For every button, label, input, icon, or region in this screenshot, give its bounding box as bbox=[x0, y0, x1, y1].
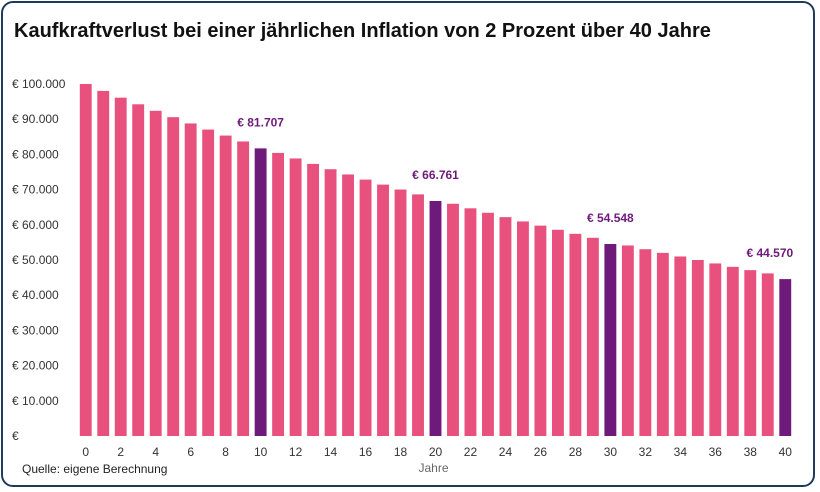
x-tick-label: 18 bbox=[394, 445, 408, 459]
bar bbox=[709, 263, 722, 436]
x-tick-label: 40 bbox=[779, 445, 793, 459]
x-axis-label: Jahre bbox=[418, 461, 448, 475]
x-tick-label: 16 bbox=[359, 445, 373, 459]
bar bbox=[482, 212, 494, 436]
bars bbox=[79, 84, 792, 437]
x-tick-label: 0 bbox=[82, 445, 89, 459]
bar bbox=[377, 184, 389, 436]
y-tick-label: € 60.000 bbox=[12, 218, 59, 232]
x-tick-label: 6 bbox=[187, 445, 194, 459]
bar bbox=[412, 194, 424, 436]
bar bbox=[114, 97, 127, 437]
y-tick-label: € 100.000 bbox=[12, 77, 66, 91]
x-tick-label: 10 bbox=[254, 445, 268, 459]
x-tick-label: 38 bbox=[744, 445, 758, 459]
bar bbox=[342, 174, 355, 436]
x-tick-label: 14 bbox=[324, 445, 338, 459]
source-note: Quelle: eigene Berechnung bbox=[22, 462, 168, 476]
bar bbox=[272, 152, 285, 436]
data-label: € 44.570 bbox=[746, 246, 793, 260]
x-tick-label: 4 bbox=[152, 445, 159, 459]
x-tick-label: 8 bbox=[222, 445, 229, 459]
x-tick-label: 32 bbox=[639, 445, 653, 459]
bar bbox=[289, 158, 302, 436]
data-label: € 81.707 bbox=[237, 115, 284, 129]
bar bbox=[551, 229, 564, 436]
chart-title: Kaufkraftverlust bei einer jährlichen In… bbox=[14, 20, 711, 42]
bar bbox=[534, 225, 547, 436]
y-tick-label: € bbox=[12, 429, 19, 443]
x-tick-label: 22 bbox=[464, 445, 478, 459]
y-tick-label: € 30.000 bbox=[12, 323, 59, 337]
bar bbox=[569, 233, 582, 436]
bar bbox=[726, 266, 739, 436]
bar bbox=[447, 203, 459, 436]
x-tick-label: 20 bbox=[429, 445, 443, 459]
x-tick-label: 34 bbox=[674, 445, 688, 459]
bar bbox=[761, 273, 774, 436]
bar bbox=[621, 245, 634, 436]
bar bbox=[307, 163, 320, 436]
bar-highlight bbox=[604, 243, 617, 436]
y-tick-label: € 90.000 bbox=[12, 112, 59, 126]
bar-highlight bbox=[779, 279, 792, 436]
data-labels: € 81.707 € 66.761 € 54.548 € 44.570 bbox=[237, 115, 793, 260]
bar bbox=[359, 179, 372, 436]
bar bbox=[79, 84, 92, 436]
bar bbox=[184, 123, 197, 437]
bar bbox=[149, 110, 162, 437]
bar bbox=[132, 104, 145, 437]
bar bbox=[237, 141, 250, 436]
bar bbox=[656, 252, 669, 436]
bar-highlight bbox=[254, 148, 267, 436]
x-tick-label: 30 bbox=[604, 445, 618, 459]
data-label: € 54.548 bbox=[587, 211, 634, 225]
bar bbox=[464, 208, 477, 436]
bar bbox=[744, 270, 757, 436]
x-tick-label: 2 bbox=[117, 445, 124, 459]
bar bbox=[674, 256, 687, 436]
y-tick-label: € 70.000 bbox=[12, 183, 59, 197]
bar bbox=[499, 217, 512, 436]
bar bbox=[97, 90, 110, 437]
y-axis-ticks: € € 10.000 € 20.000 € 30.000 € 40.000 € 50.00… bbox=[12, 77, 66, 443]
bar bbox=[639, 249, 652, 436]
y-tick-label: € 40.000 bbox=[12, 288, 59, 302]
x-tick-label: 24 bbox=[499, 445, 513, 459]
data-label: € 66.761 bbox=[412, 168, 459, 182]
bar bbox=[691, 259, 704, 436]
bar bbox=[394, 189, 407, 436]
x-axis-ticks: 0 2 4 6 8 10 12 14 16 18 20 22 24 26 28 30 32 34 36 38 40 bbox=[82, 445, 792, 459]
bar bbox=[586, 237, 599, 436]
y-tick-label: € 50.000 bbox=[12, 253, 59, 267]
x-tick-label: 12 bbox=[289, 445, 303, 459]
x-tick-label: 26 bbox=[534, 445, 548, 459]
bar-highlight bbox=[429, 201, 442, 436]
x-tick-label: 36 bbox=[709, 445, 723, 459]
y-tick-label: € 20.000 bbox=[12, 359, 59, 373]
bar bbox=[202, 129, 215, 436]
bar bbox=[219, 135, 232, 436]
y-tick-label: € 10.000 bbox=[12, 394, 59, 408]
x-tick-label: 28 bbox=[569, 445, 583, 459]
bar bbox=[167, 117, 180, 437]
bar bbox=[516, 221, 529, 436]
y-tick-label: € 80.000 bbox=[12, 147, 59, 161]
bar bbox=[324, 169, 337, 437]
